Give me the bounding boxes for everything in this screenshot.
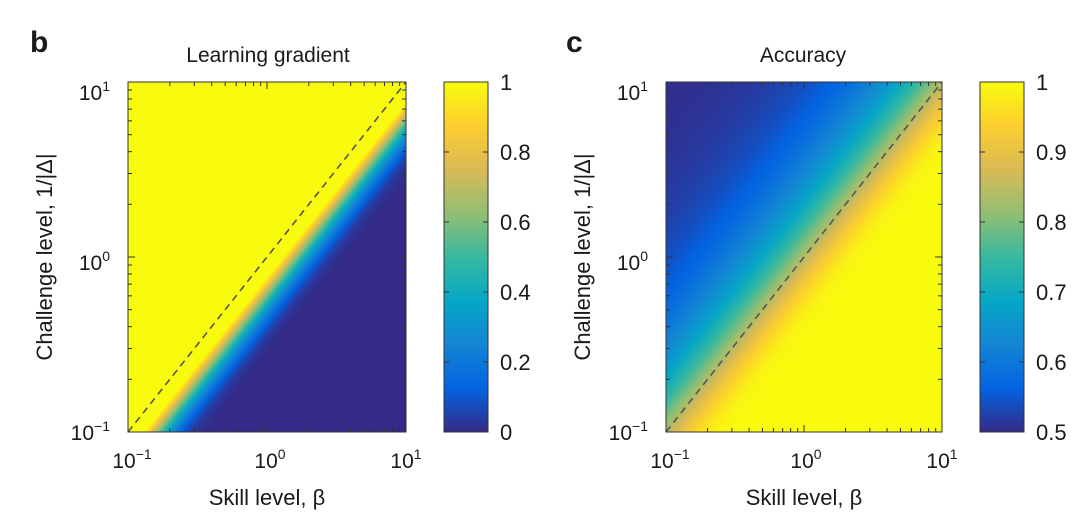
y-tick-label-b-10^0: 100 <box>79 248 110 275</box>
y-tick-label-b-10^-1: 10−1 <box>71 418 111 445</box>
y-tick-label-c-10^1: 101 <box>617 78 648 105</box>
diagonal-dashed-line-c <box>665 81 943 433</box>
x-tick-label-b-10^-1: 10−1 <box>112 446 152 473</box>
diagonal-dashed-line-b <box>127 81 407 433</box>
minor-ticks-b <box>127 81 407 433</box>
colorbar-b-tick-label: 0.8 <box>500 140 531 165</box>
y-tick-label-c-10^-1: 10−1 <box>609 418 649 445</box>
y-tick-label-b-10^1: 101 <box>79 78 110 105</box>
x-axis-label-b: Skill level, β <box>209 485 326 510</box>
y-axis-label-c: Challenge level, 1/|Δ| <box>570 153 595 360</box>
colorbar-c-tick-label: 0.6 <box>1036 350 1067 375</box>
panel-c: c Accuracy 101 100 10−1 10−1 100 101 Ski… <box>566 26 1067 510</box>
colorbar-c-tick-label: 0.7 <box>1036 280 1067 305</box>
colorbar-c-tick-label: 0.9 <box>1036 140 1067 165</box>
x-tick-label-b-10^0: 100 <box>254 446 285 473</box>
colorbar-b-tick-label: 0 <box>500 420 512 445</box>
colorbar-b-tick-label: 1 <box>500 70 512 95</box>
x-tick-label-c-10^1: 101 <box>926 446 957 473</box>
colorbar-c-tick-label: 1 <box>1036 70 1048 95</box>
chart-title-c: Accuracy <box>760 44 847 67</box>
x-tick-label-c-10^-1: 10−1 <box>650 446 690 473</box>
chart-title-b: Learning gradient <box>186 44 350 67</box>
x-axis-label-c: Skill level, β <box>746 485 863 510</box>
x-tick-label-c-10^0: 100 <box>790 446 821 473</box>
colorbar-b <box>443 81 489 433</box>
colorbar-ticks-b: 0 0.2 0.4 0.6 0.8 1 <box>444 70 531 445</box>
colorbar-c <box>979 81 1025 433</box>
panel-label-c: c <box>566 26 583 59</box>
colorbar-ticks-c: 0.5 0.6 0.7 0.8 0.9 1 <box>980 70 1067 445</box>
colorbar-c-tick-label: 0.5 <box>1036 420 1067 445</box>
y-axis-label-b: Challenge level, 1/|Δ| <box>32 153 57 360</box>
colorbar-b-tick-label: 0.6 <box>500 210 531 235</box>
colorbar-b-tick-label: 0.4 <box>500 280 531 305</box>
colorbar-b-tick-label: 0.2 <box>500 350 531 375</box>
colorbar-c-tick-label: 0.8 <box>1036 210 1067 235</box>
x-tick-label-b-10^1: 101 <box>390 446 421 473</box>
minor-ticks-c <box>665 81 943 433</box>
panel-b: b Learning gradient 101 100 10−1 10−1 10… <box>30 26 531 510</box>
y-tick-label-c-10^0: 100 <box>617 248 648 275</box>
panel-label-b: b <box>30 26 48 59</box>
